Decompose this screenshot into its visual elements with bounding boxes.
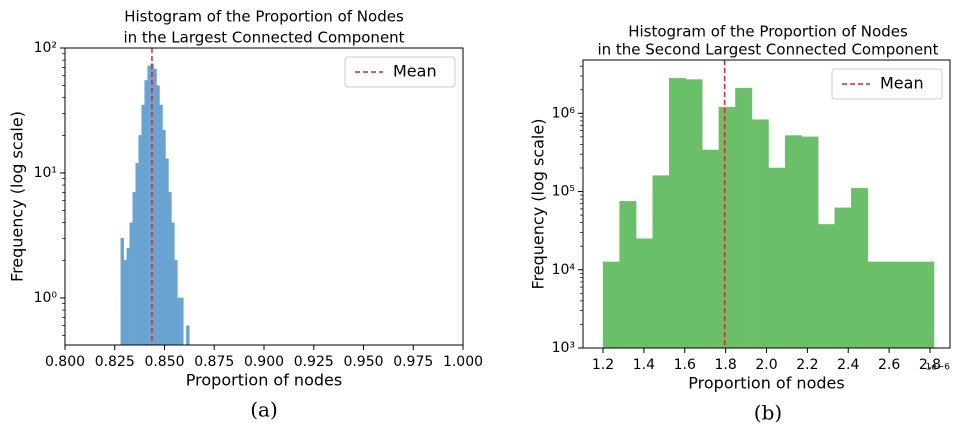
histogram-bar: [801, 136, 819, 349]
x-tick-label: 2.6: [878, 357, 900, 373]
histogram-bar: [867, 261, 885, 349]
x-offset-label: 1e−6: [925, 363, 950, 373]
x-tick-label: 0.875: [194, 354, 234, 370]
x-tick-label: 2.2: [796, 357, 818, 373]
y-tick-label: 10¹: [34, 165, 57, 181]
histogram-bar: [144, 80, 148, 346]
histogram-bar: [138, 135, 142, 346]
histogram-bar: [162, 129, 166, 346]
histogram-bar: [168, 192, 172, 346]
x-tick-label: 0.900: [244, 354, 284, 370]
histogram-bar: [156, 85, 160, 346]
histogram-bar: [165, 158, 169, 346]
histogram-bar: [718, 106, 736, 349]
histogram-bar: [669, 78, 686, 349]
x-tick-label: 0.825: [95, 354, 135, 370]
y-tick-label: 10⁶: [552, 105, 576, 121]
histogram-bar: [126, 247, 130, 346]
caption: (b): [754, 401, 782, 425]
x-tick-label: 0.850: [144, 354, 184, 370]
y-tick-label: 10⁵: [552, 184, 575, 200]
histogram-bar: [685, 79, 703, 349]
histogram-bar: [129, 222, 133, 346]
x-tick-label: 0.800: [45, 354, 85, 370]
y-tick-label: 10⁰: [34, 290, 58, 306]
legend-label: Mean: [393, 62, 437, 81]
histogram-bar: [619, 201, 637, 349]
histogram-bar: [159, 104, 163, 346]
y-axis-label: Frequency (log scale): [529, 119, 548, 290]
x-tick-label: 0.950: [343, 354, 383, 370]
chart-title: Histogram of the Proportion of Nodes: [628, 23, 908, 41]
histogram-bar: [141, 104, 145, 346]
legend-box: [344, 56, 456, 88]
x-axis-label: Proportion of nodes: [186, 371, 342, 390]
caption: (a): [250, 398, 278, 422]
x-tick-label: 0.975: [393, 354, 433, 370]
x-tick-label: 1.8: [714, 357, 736, 373]
x-tick-label: 0.925: [294, 354, 334, 370]
x-axis-label: Proportion of nodes: [688, 374, 844, 393]
chart-title: in the Second Largest Connected Componen…: [597, 41, 938, 59]
histogram-bar: [768, 167, 786, 349]
histogram-bar: [174, 260, 178, 346]
histogram-bar: [917, 261, 935, 349]
x-tick-label: 1.2: [592, 357, 614, 373]
histogram-bar: [635, 238, 653, 349]
histogram-bar: [123, 260, 127, 346]
histogram-bar: [884, 261, 902, 349]
histogram-bar: [900, 261, 918, 349]
x-tick-label: 2.0: [755, 357, 777, 373]
chart-title: Histogram of the Proportion of Nodes: [124, 8, 404, 26]
histogram-bar: [652, 175, 670, 349]
histogram-bar: [186, 325, 190, 346]
histogram-bar: [153, 68, 157, 346]
x-tick-label: 1.6: [674, 357, 696, 373]
y-axis-label: Frequency (log scale): [8, 111, 27, 282]
histogram-bar: [132, 192, 136, 346]
x-tick-label: 2.4: [837, 357, 859, 373]
legend-box: [831, 68, 943, 100]
histogram-bar: [177, 297, 181, 346]
y-tick-label: 10⁴: [552, 262, 576, 278]
histogram-bar: [702, 149, 720, 349]
y-tick-label: 10²: [34, 40, 57, 56]
x-tick-label: 1.000: [443, 354, 483, 370]
histogram-bar: [751, 119, 769, 349]
histogram-bar: [735, 87, 753, 349]
histogram-bar: [851, 188, 869, 349]
histogram-bar: [180, 297, 184, 346]
x-tick-label: 2.8: [919, 357, 941, 373]
histogram-bar: [147, 65, 151, 346]
y-tick-label: 10³: [552, 340, 575, 356]
histogram-bar: [135, 162, 139, 346]
histogram-bar: [784, 135, 802, 349]
histogram-bar: [834, 207, 852, 349]
histogram-bar: [817, 224, 835, 349]
chart-title: in the Largest Connected Component: [123, 29, 404, 47]
histogram-bar: [120, 238, 124, 346]
histogram-bar: [602, 261, 620, 349]
histogram-bar: [171, 222, 175, 346]
legend-label: Mean: [880, 74, 924, 93]
x-tick-label: 1.4: [633, 357, 655, 373]
